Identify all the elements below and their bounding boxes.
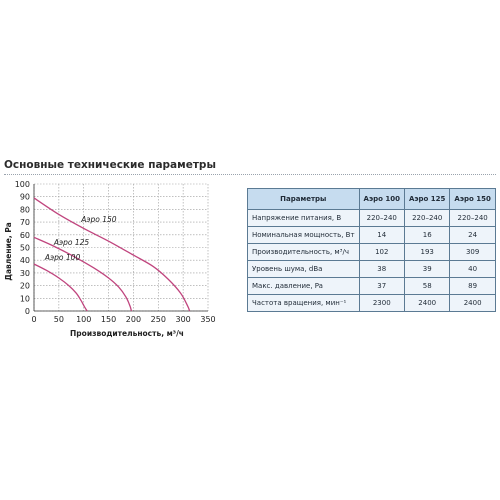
pressure-flow-chart: 0 50 100 150 200 250 300 350 0 10 20 30 40 50 60 70 80 90… bbox=[4, 180, 216, 338]
x-axis-title: Производительность, м³/ч bbox=[70, 329, 184, 338]
y-tick-label: 20 bbox=[20, 282, 30, 291]
table-cell: 14 bbox=[358, 226, 405, 244]
y-tick-label: 80 bbox=[20, 205, 30, 214]
series-curves bbox=[33, 197, 191, 312]
y-tick-label: 40 bbox=[20, 256, 30, 265]
param-voltage: Напряжение питания, В bbox=[247, 209, 360, 227]
table-cell: 102 bbox=[358, 243, 405, 261]
table-cell: 39 bbox=[403, 260, 451, 278]
title-divider bbox=[4, 174, 496, 175]
table-row: Уровень шума, dBa 38 39 40 bbox=[247, 260, 496, 278]
param-power: Номинальная мощность, Вт bbox=[247, 226, 360, 244]
table-cell: 220–240 bbox=[358, 209, 405, 227]
param-max-pressure: Макс. давление, Pa bbox=[247, 277, 360, 295]
table-row: Макс. давление, Pa 37 58 89 bbox=[247, 277, 496, 295]
table-cell: 38 bbox=[358, 260, 405, 278]
x-tick-label: 150 bbox=[101, 315, 116, 324]
header-aero-150: Аэро 150 bbox=[449, 188, 496, 210]
table-cell: 58 bbox=[403, 277, 451, 295]
param-airflow: Производительность, м³/ч bbox=[247, 243, 360, 261]
series-curve bbox=[33, 236, 133, 312]
table-cell: 220–240 bbox=[449, 209, 496, 227]
y-tick-label: 0 bbox=[25, 307, 30, 316]
x-tick-label: 200 bbox=[126, 315, 141, 324]
axes bbox=[33, 184, 208, 312]
table-cell: 89 bbox=[449, 277, 496, 295]
param-rotation-speed: Частота вращения, мин⁻¹ bbox=[247, 294, 360, 312]
x-tick-label: 300 bbox=[176, 315, 191, 324]
y-tick-label: 60 bbox=[20, 231, 30, 240]
series-label: Аэро 125 bbox=[53, 238, 90, 247]
table-cell: 193 bbox=[403, 243, 451, 261]
table-header-row: Параметры Аэро 100 Аэро 125 Аэро 150 bbox=[247, 188, 496, 210]
x-tick-label: 0 bbox=[31, 315, 36, 324]
header-parameters: Параметры bbox=[247, 188, 360, 210]
header-aero-125: Аэро 125 bbox=[403, 188, 451, 210]
section-title: Основные технические параметры bbox=[4, 159, 216, 171]
y-tick-label: 50 bbox=[20, 244, 30, 253]
table-row: Напряжение питания, В 220–240 220–240 22… bbox=[247, 209, 496, 227]
table-cell: 24 bbox=[449, 226, 496, 244]
param-noise: Уровень шума, dBa bbox=[247, 260, 360, 278]
series-labels: Аэро 100 Аэро 125 Аэро 150 bbox=[44, 215, 117, 262]
table-cell: 37 bbox=[358, 277, 405, 295]
table-cell: 40 bbox=[449, 260, 496, 278]
x-tick-label: 50 bbox=[54, 315, 64, 324]
y-tick-label: 90 bbox=[20, 193, 30, 202]
y-tick-label: 10 bbox=[20, 294, 30, 303]
series-curve bbox=[33, 197, 191, 312]
series-label: Аэро 100 bbox=[44, 253, 81, 262]
table-cell: 2300 bbox=[358, 294, 405, 312]
y-tick-label: 30 bbox=[20, 269, 30, 278]
table-row: Номинальная мощность, Вт 14 16 24 bbox=[247, 226, 496, 244]
table-cell: 2400 bbox=[449, 294, 496, 312]
grid bbox=[33, 183, 209, 312]
y-tick-label: 70 bbox=[20, 218, 30, 227]
x-tick-label: 350 bbox=[200, 315, 215, 324]
y-tick-label: 100 bbox=[15, 180, 30, 189]
series-curve bbox=[33, 263, 88, 312]
table-cell: 220–240 bbox=[403, 209, 451, 227]
tick-labels: 0 50 100 150 200 250 300 350 0 10 20 30 40 50 60 70 80 90… bbox=[15, 180, 216, 324]
x-tick-label: 250 bbox=[151, 315, 166, 324]
table-cell: 2400 bbox=[403, 294, 451, 312]
table-cell: 309 bbox=[449, 243, 496, 261]
x-tick-label: 100 bbox=[76, 315, 91, 324]
table-row: Производительность, м³/ч 102 193 309 bbox=[247, 243, 496, 261]
table-row: Частота вращения, мин⁻¹ 2300 2400 2400 bbox=[247, 294, 496, 312]
series-label: Аэро 150 bbox=[80, 215, 117, 224]
header-aero-100: Аэро 100 bbox=[358, 188, 405, 210]
y-axis-title: Давление, Pa bbox=[4, 222, 13, 280]
technical-parameters-table: Параметры Аэро 100 Аэро 125 Аэро 150 Нап… bbox=[247, 188, 496, 312]
table-cell: 16 bbox=[403, 226, 451, 244]
